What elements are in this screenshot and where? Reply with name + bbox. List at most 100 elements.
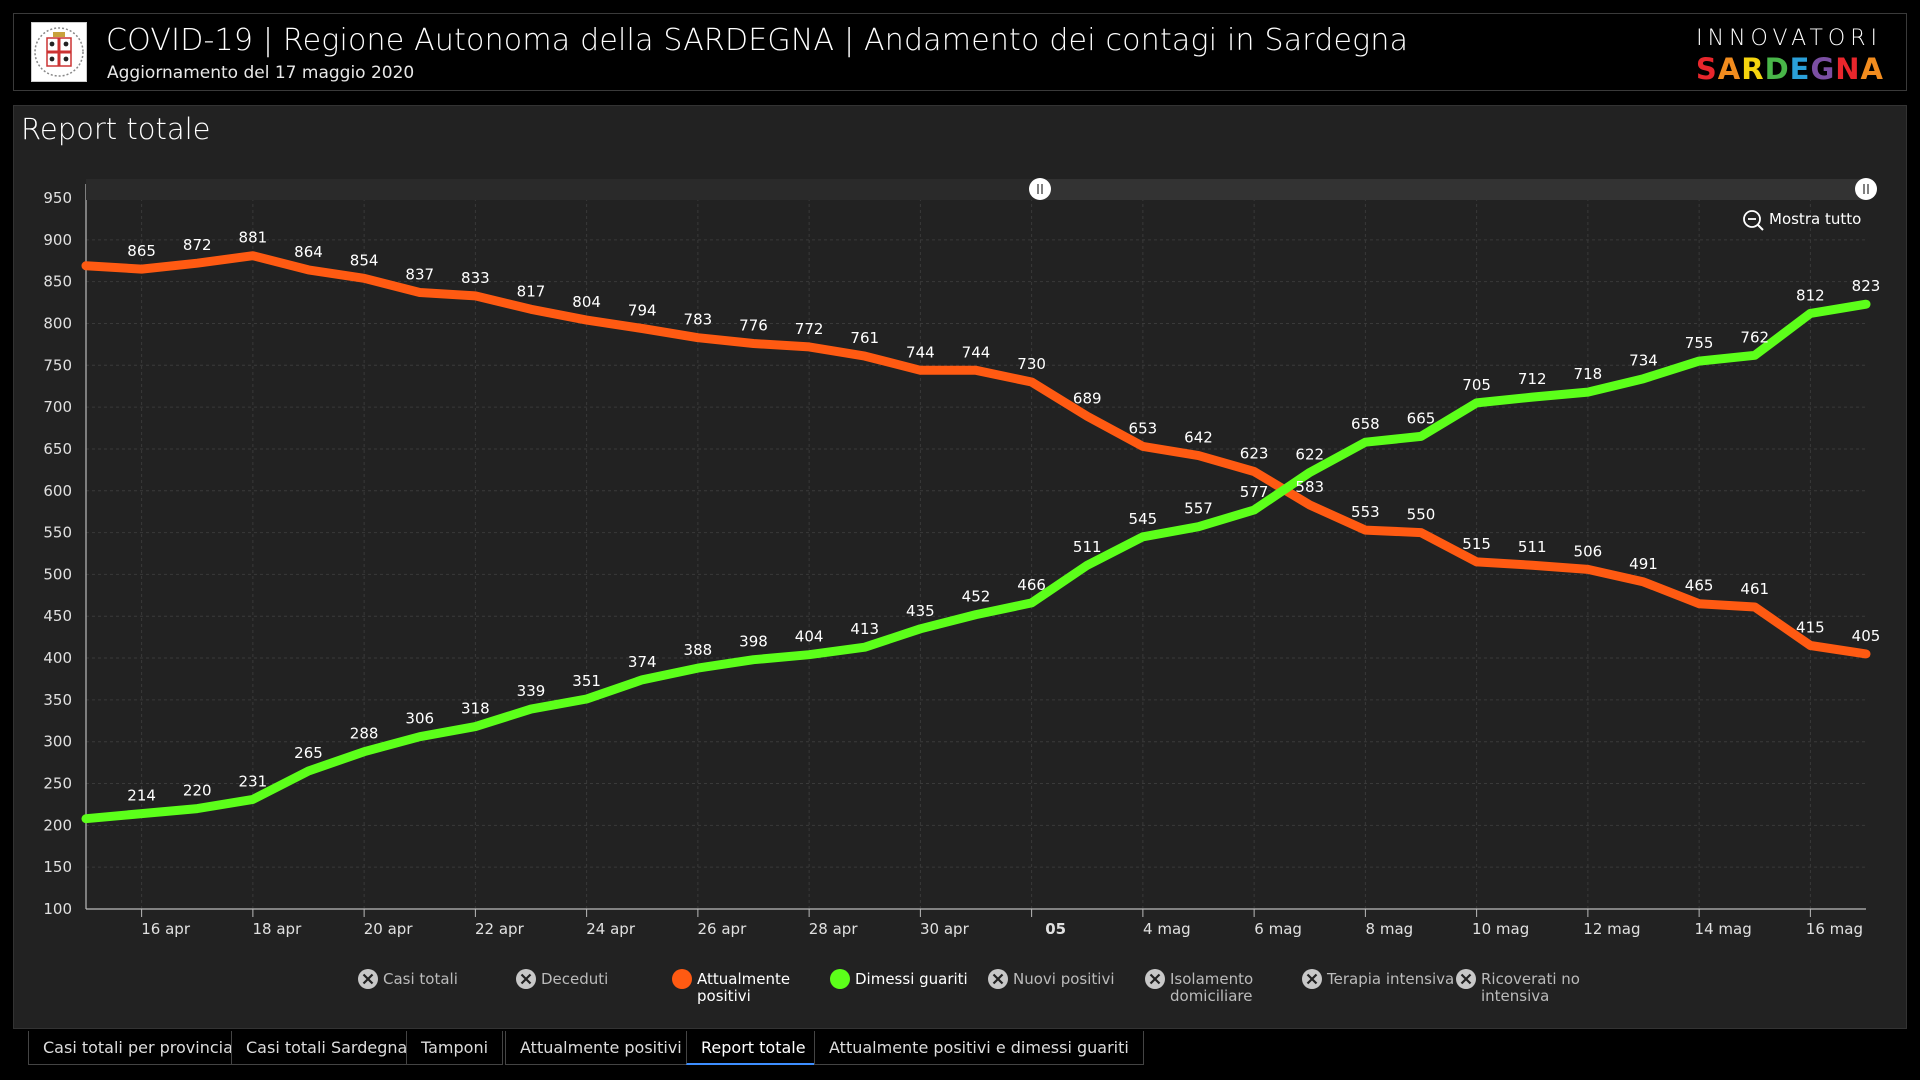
range-slider-handle[interactable] bbox=[1029, 178, 1051, 200]
y-tick-label: 200 bbox=[43, 816, 72, 834]
series-line-dimessi-guariti[interactable] bbox=[81, 299, 1871, 824]
x-tick-label: 22 apr bbox=[475, 920, 525, 938]
data-label: 465 bbox=[1685, 577, 1714, 595]
x-mark bbox=[362, 973, 374, 985]
data-label: 265 bbox=[294, 744, 323, 762]
data-label: 833 bbox=[461, 269, 490, 287]
x-mark bbox=[1149, 973, 1161, 985]
data-label: 718 bbox=[1574, 365, 1603, 383]
brand-letter: A bbox=[1717, 52, 1742, 86]
data-label: 705 bbox=[1462, 376, 1491, 394]
brand-letter: D bbox=[1764, 52, 1790, 86]
data-label: 817 bbox=[517, 282, 546, 300]
range-slider-handle[interactable] bbox=[1855, 178, 1877, 200]
data-label: 351 bbox=[572, 672, 601, 690]
x-tick-label: 16 mag bbox=[1806, 920, 1863, 938]
series-line-attualmente-positivi[interactable] bbox=[81, 251, 1871, 659]
x-mark bbox=[1460, 973, 1472, 985]
legend-item-attualmente-positivi[interactable]: Attualmente positivi bbox=[672, 969, 790, 1005]
legend-label: Ricoverati no intensiva bbox=[1481, 970, 1580, 1005]
coat-of-arms-icon bbox=[34, 27, 84, 77]
y-tick-label: 600 bbox=[43, 482, 72, 500]
data-label: 413 bbox=[850, 620, 879, 638]
data-label: 712 bbox=[1518, 370, 1547, 388]
data-label: 452 bbox=[962, 588, 991, 606]
data-label: 837 bbox=[405, 266, 434, 284]
tab-report-totale[interactable]: Report totale bbox=[686, 1031, 821, 1065]
legend-item-terapia-intensiva[interactable]: Terapia intensiva bbox=[1302, 969, 1454, 989]
data-label: 506 bbox=[1574, 542, 1603, 560]
x-tick-label: 16 apr bbox=[141, 920, 191, 938]
data-label: 761 bbox=[850, 329, 879, 347]
data-label: 653 bbox=[1129, 419, 1158, 437]
data-label: 665 bbox=[1407, 409, 1436, 427]
header: COVID-19 | Regione Autonoma della SARDEG… bbox=[13, 13, 1907, 91]
data-label: 545 bbox=[1129, 510, 1158, 528]
range-slider-selection[interactable] bbox=[1040, 179, 1866, 200]
legend-item-isolamento-domiciliare[interactable]: Isolamento domiciliare bbox=[1145, 969, 1253, 1005]
show-all-button[interactable]: Mostra tutto bbox=[1743, 210, 1861, 231]
data-label: 511 bbox=[1518, 538, 1547, 556]
data-label: 744 bbox=[906, 343, 935, 361]
zoom-out-icon-handle bbox=[1757, 224, 1764, 231]
legend-marker bbox=[830, 969, 850, 989]
y-tick-label: 750 bbox=[43, 356, 72, 374]
data-label: 388 bbox=[684, 641, 713, 659]
data-label: 658 bbox=[1351, 415, 1380, 433]
data-label: 622 bbox=[1295, 445, 1324, 463]
legend-item-deceduti[interactable]: Deceduti bbox=[516, 969, 608, 989]
x-tick-label: 30 apr bbox=[920, 920, 970, 938]
brand-letter: N bbox=[1835, 52, 1861, 86]
data-label: 730 bbox=[1017, 355, 1046, 373]
data-label: 804 bbox=[572, 293, 601, 311]
data-label: 623 bbox=[1240, 445, 1269, 463]
data-label: 435 bbox=[906, 602, 935, 620]
legend-label: Attualmente positivi bbox=[697, 970, 790, 1005]
y-tick-label: 150 bbox=[43, 858, 72, 876]
data-label: 783 bbox=[684, 311, 713, 329]
tab-tamponi[interactable]: Tamponi bbox=[406, 1031, 504, 1065]
x-tick-label: 26 apr bbox=[698, 920, 748, 938]
data-label: 466 bbox=[1017, 576, 1046, 594]
data-label: 881 bbox=[239, 229, 268, 247]
x-tick-label: 6 mag bbox=[1254, 920, 1302, 938]
y-tick-label: 700 bbox=[43, 398, 72, 416]
brand-letter: G bbox=[1810, 52, 1836, 86]
page-title: COVID-19 | Regione Autonoma della SARDEG… bbox=[106, 23, 1409, 58]
data-label: 491 bbox=[1629, 555, 1658, 573]
y-tick-label: 450 bbox=[43, 607, 72, 625]
y-tick-label: 400 bbox=[43, 649, 72, 667]
data-label: 515 bbox=[1462, 535, 1491, 553]
y-tick-label: 500 bbox=[43, 565, 72, 583]
data-label: 405 bbox=[1852, 627, 1881, 645]
data-label: 511 bbox=[1073, 538, 1102, 556]
page-subtitle: Aggiornamento del 17 maggio 2020 bbox=[107, 63, 415, 83]
tab-attualmente-positivi[interactable]: Attualmente positivi bbox=[505, 1031, 697, 1065]
tab-casi-totali-sardegna[interactable]: Casi totali Sardegna bbox=[231, 1031, 423, 1065]
x-tick-label: 24 apr bbox=[586, 920, 636, 938]
data-label: 812 bbox=[1796, 286, 1825, 304]
legend-label: Dimessi guariti bbox=[855, 970, 968, 988]
legend-marker bbox=[672, 969, 692, 989]
legend-item-dimessi-guariti[interactable]: Dimessi guariti bbox=[830, 969, 968, 989]
show-all-label: Mostra tutto bbox=[1769, 210, 1861, 228]
y-tick-label: 300 bbox=[43, 733, 72, 751]
x-tick-label: 12 mag bbox=[1583, 920, 1640, 938]
legend-item-ricoverati-no-intensiva[interactable]: Ricoverati no intensiva bbox=[1456, 969, 1580, 1005]
brand-letter: R bbox=[1741, 52, 1765, 86]
x-tick-label: 10 mag bbox=[1472, 920, 1529, 938]
data-label: 734 bbox=[1629, 352, 1658, 370]
legend-label: Isolamento domiciliare bbox=[1170, 970, 1253, 1005]
y-tick-label: 250 bbox=[43, 775, 72, 793]
x-mark bbox=[1306, 973, 1318, 985]
data-label: 642 bbox=[1184, 429, 1213, 447]
brand-logo-top: INNOVATORI bbox=[1696, 26, 1882, 51]
data-label: 398 bbox=[739, 633, 768, 651]
legend-label: Nuovi positivi bbox=[1013, 970, 1115, 988]
legend-item-casi-totali[interactable]: Casi totali bbox=[358, 969, 458, 989]
legend-item-nuovi-positivi[interactable]: Nuovi positivi bbox=[988, 969, 1115, 989]
x-tick-label: 14 mag bbox=[1695, 920, 1752, 938]
tab-casi-totali-per-provincia[interactable]: Casi totali per provincia bbox=[28, 1031, 248, 1065]
data-label: 553 bbox=[1351, 503, 1380, 521]
tab-attualmente-positivi-e-dimessi-guariti[interactable]: Attualmente positivi e dimessi guariti bbox=[814, 1031, 1144, 1065]
